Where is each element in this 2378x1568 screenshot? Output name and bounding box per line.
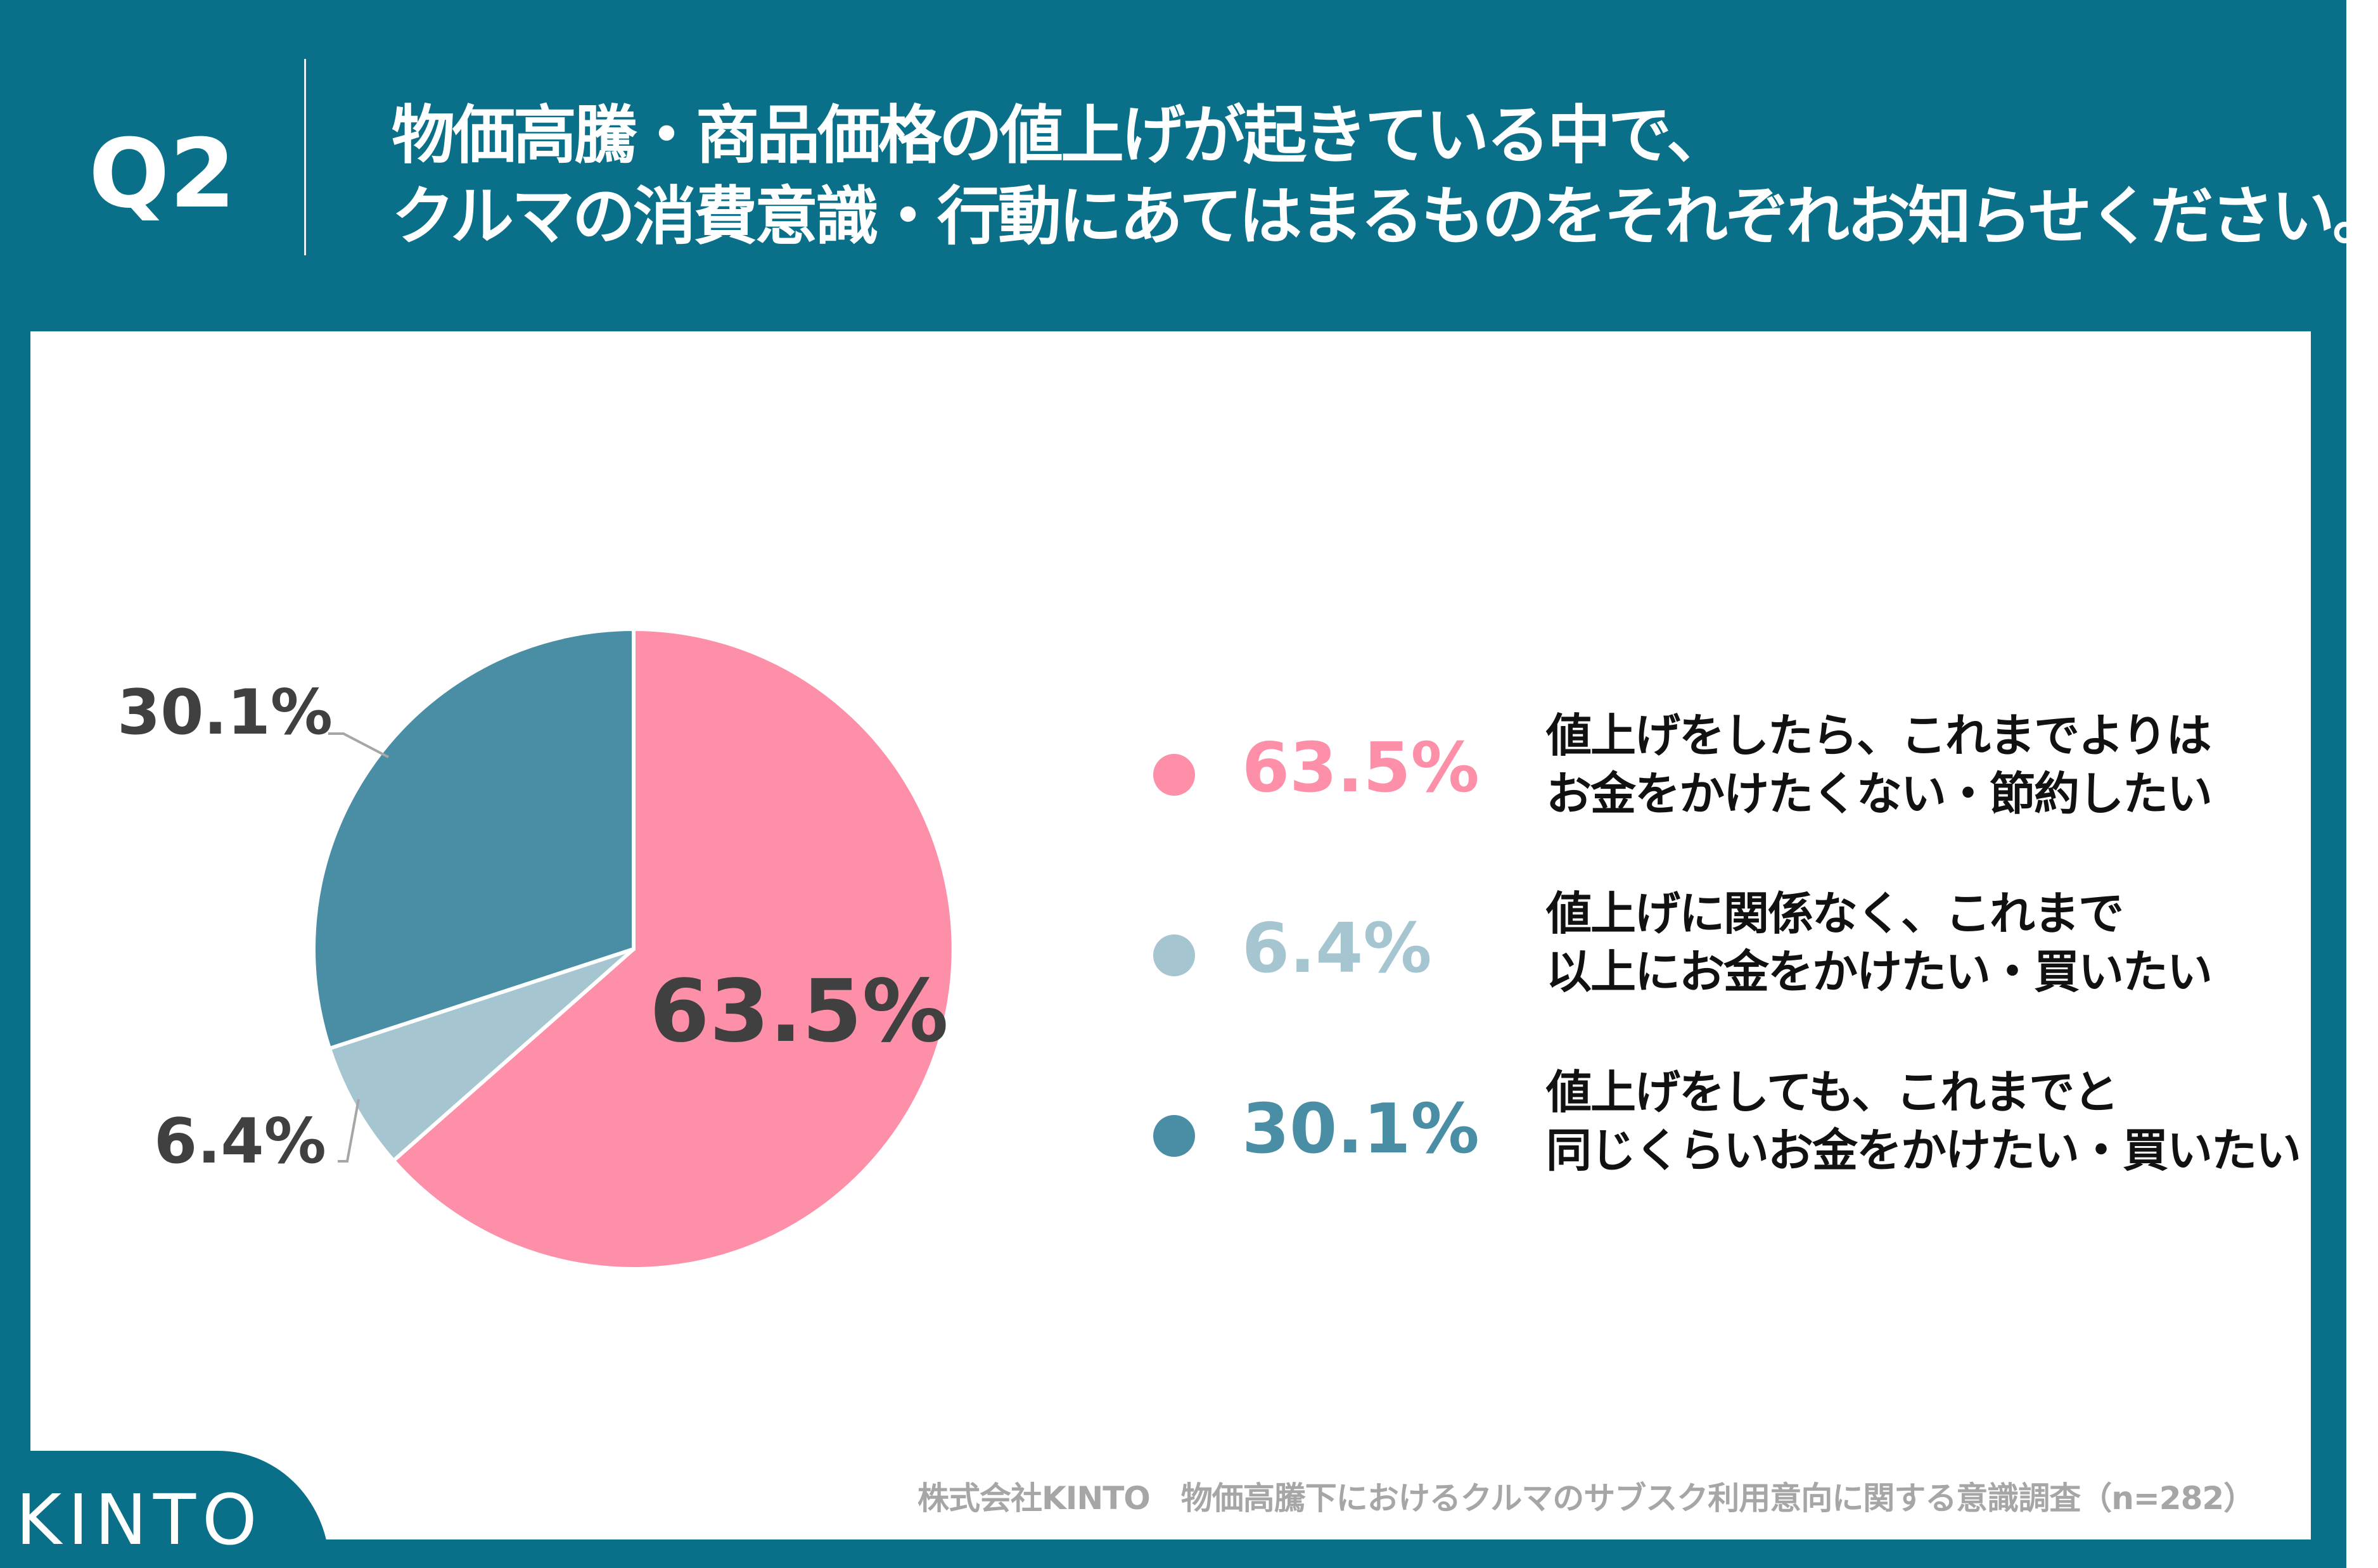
legend-marker-pink-icon	[1153, 754, 1195, 796]
legend-marker-light-blue-icon	[1153, 934, 1195, 976]
question-number: Q2	[89, 119, 236, 229]
legend-percent: 30.1%	[1242, 1090, 1480, 1169]
header-divider	[304, 59, 306, 255]
pie-slice-pink	[390, 627, 956, 1271]
legend-label: 値上げをしたら、これまでよりは お金をかけたくない・節約したい	[1546, 706, 2213, 823]
legend-label-line: 以上にお金をかけたい・買いたい	[1546, 945, 2213, 998]
legend-label-line: 値上げに関係なく、これまで	[1546, 887, 2124, 940]
legend-label-line: お金をかけたくない・節約したい	[1546, 767, 2213, 820]
kinto-logo: KINTO	[16, 1479, 264, 1560]
legend-label: 値上げに関係なく、これまで 以上にお金をかけたい・買いたい	[1546, 884, 2213, 1001]
legend-percent: 6.4%	[1242, 909, 1432, 988]
source-note: 株式会社KINTO 物価高騰下におけるクルマのサブスク利用意向に関する意識調査（…	[917, 1480, 2255, 1517]
legend-item: 30.1% 値上げをしても、これまでと 同じくらいお金をかけたい・買いたい	[1153, 1058, 2357, 1185]
legend-marker-teal-icon	[1153, 1115, 1195, 1157]
leader-line-teal	[328, 732, 389, 758]
question-title: 物価高騰・商品価格の値上げが起きている中で、 クルマの消費意識・行動にあてはまる…	[392, 95, 2378, 257]
legend-item: 63.5% 値上げをしたら、これまでよりは お金をかけたくない・節約したい	[1153, 697, 2357, 824]
title-line-1: 物価高騰・商品価格の値上げが起きている中で、	[392, 98, 1730, 172]
legend-label-line: 同じくらいお金をかけたい・買いたい	[1546, 1124, 2301, 1177]
legend-label: 値上げをしても、これまでと 同じくらいお金をかけたい・買いたい	[1546, 1063, 2301, 1180]
legend-item: 6.4% 値上げに関係なく、これまで 以上にお金をかけたい・買いたい	[1153, 881, 2357, 1007]
legend-label-line: 値上げをしたら、これまでよりは	[1546, 709, 2212, 762]
title-line-2: クルマの消費意識・行動にあてはまるものをそれぞれお知らせください。	[392, 179, 2378, 253]
logo-tab	[0, 1451, 329, 1568]
legend-label-line: 値上げをしても、これまでと	[1546, 1066, 2119, 1119]
pie-label-light-blue: 6.4%	[154, 1106, 326, 1178]
pie-slice-teal	[312, 627, 636, 1051]
legend-percent: 63.5%	[1242, 729, 1480, 808]
pie-label-teal: 30.1%	[117, 677, 333, 749]
leader-line-light-blue	[338, 1099, 360, 1163]
pie-label-pink: 63.5%	[649, 962, 949, 1062]
